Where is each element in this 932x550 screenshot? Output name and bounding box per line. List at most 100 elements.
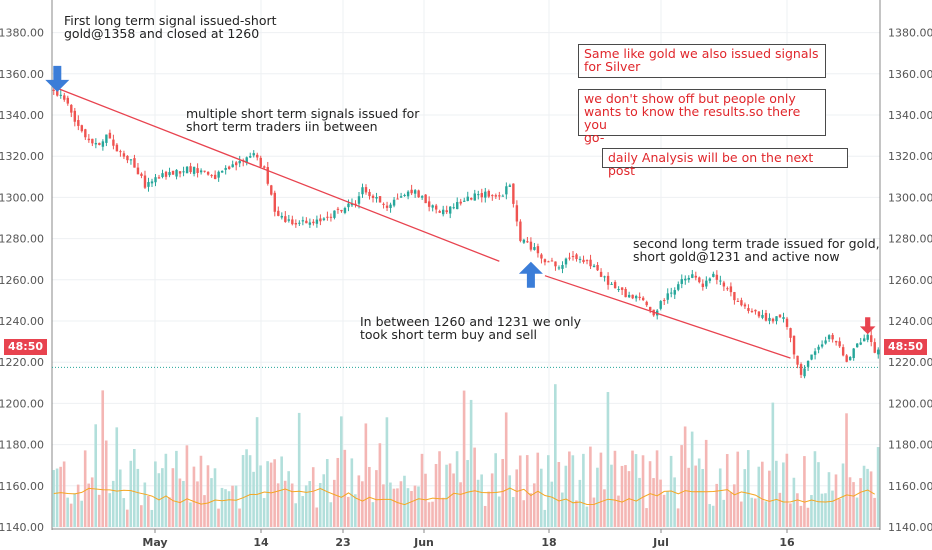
candle-body bbox=[803, 368, 806, 377]
candle-body bbox=[66, 97, 69, 104]
volume-bar bbox=[364, 423, 368, 527]
volume-bar bbox=[459, 482, 462, 527]
volume-bar bbox=[147, 496, 150, 527]
volume-bar bbox=[508, 475, 512, 527]
volume-bar bbox=[111, 480, 115, 527]
volume-bar bbox=[652, 478, 655, 527]
candle-body bbox=[354, 203, 357, 205]
volume-bar bbox=[469, 399, 473, 527]
candle-body bbox=[122, 153, 126, 157]
volume-bar bbox=[441, 497, 445, 527]
candle-body bbox=[77, 120, 80, 126]
candle-body bbox=[648, 306, 652, 311]
candle-body bbox=[382, 203, 385, 205]
volume-bar bbox=[171, 468, 175, 527]
candle-body bbox=[133, 158, 136, 168]
y-tick-right: 1140.00 bbox=[888, 521, 932, 534]
candle-body bbox=[810, 354, 813, 360]
candle-body bbox=[529, 241, 533, 250]
volume-bar bbox=[322, 474, 326, 527]
volume-bar bbox=[55, 468, 59, 527]
candle-body bbox=[719, 280, 722, 282]
volume-bar bbox=[673, 477, 676, 527]
volume-bar bbox=[259, 465, 262, 527]
candle-body bbox=[182, 171, 185, 173]
volume-bar bbox=[606, 392, 610, 527]
candle-body bbox=[634, 295, 638, 299]
candle-body bbox=[750, 310, 754, 312]
annotation-box-results: we don't show off but people only wants … bbox=[578, 89, 826, 144]
candle-body bbox=[715, 274, 719, 280]
volume-bar bbox=[52, 470, 55, 527]
candle-body bbox=[206, 171, 210, 175]
candle-body bbox=[736, 300, 740, 302]
candle-body bbox=[757, 311, 761, 317]
candle-body bbox=[705, 280, 708, 287]
candle-body bbox=[526, 241, 529, 243]
volume-bar bbox=[876, 447, 880, 527]
volume-bar bbox=[164, 453, 168, 527]
candle-body bbox=[308, 222, 312, 225]
volume-bar bbox=[834, 474, 838, 527]
candle-body bbox=[385, 205, 389, 208]
annotation-first-signal: First long term signal issued-short gold… bbox=[64, 13, 277, 41]
candle-body bbox=[70, 104, 73, 113]
annotation-between-range: In between 1260 and 1231 we only took sh… bbox=[360, 314, 581, 342]
volume-bar bbox=[522, 500, 526, 527]
volume-bar bbox=[536, 452, 540, 527]
candle-body bbox=[610, 283, 613, 285]
candle-body bbox=[582, 259, 585, 263]
candle-body bbox=[347, 203, 350, 208]
candle-body bbox=[164, 171, 168, 177]
candle-body bbox=[855, 343, 859, 348]
candle-body bbox=[249, 156, 252, 158]
volume-bar bbox=[245, 449, 248, 527]
arrow-shape bbox=[45, 65, 70, 92]
volume-bar bbox=[813, 451, 817, 527]
arrow-shape bbox=[859, 317, 876, 335]
x-tick-label: 18 bbox=[541, 536, 556, 549]
candle-body bbox=[136, 167, 140, 175]
candle-body bbox=[143, 175, 147, 188]
volume-bar bbox=[389, 482, 392, 527]
candle-body bbox=[185, 166, 189, 174]
annotation-second-signal: second long term trade issued for gold, … bbox=[633, 236, 880, 264]
volume-bar bbox=[848, 477, 852, 527]
y-tick-left: 1160.00 bbox=[0, 480, 44, 493]
volume-bar bbox=[546, 455, 550, 527]
y-tick-right: 1260.00 bbox=[888, 274, 932, 287]
candle-body bbox=[564, 258, 568, 265]
y-tick-left: 1340.00 bbox=[0, 109, 44, 122]
candle-body bbox=[84, 129, 87, 138]
candle-body bbox=[192, 166, 196, 174]
candle-body bbox=[263, 166, 266, 168]
candle-body bbox=[480, 193, 483, 198]
volume-bar bbox=[87, 483, 90, 527]
candle-body bbox=[406, 191, 410, 197]
annotation-box-daily-analysis: daily Analysis will be on the next post bbox=[602, 148, 848, 177]
candle-body bbox=[827, 335, 831, 340]
candle-body bbox=[91, 138, 94, 144]
volume-bar bbox=[252, 471, 255, 527]
volume-bar bbox=[529, 493, 533, 527]
candle-body bbox=[789, 328, 792, 338]
volume-bar bbox=[711, 505, 715, 527]
candle-body bbox=[168, 172, 171, 176]
candle-body bbox=[820, 344, 824, 347]
candle-body bbox=[571, 256, 575, 258]
volume-bar bbox=[189, 502, 192, 527]
candle-body bbox=[670, 292, 673, 294]
candle-body bbox=[427, 201, 431, 207]
candle-body bbox=[392, 199, 396, 206]
candle-body bbox=[410, 189, 413, 194]
candle-body bbox=[722, 282, 726, 287]
candle-body bbox=[399, 196, 403, 198]
candle-body bbox=[329, 216, 333, 218]
candle-body bbox=[870, 335, 873, 343]
candle-body bbox=[754, 309, 757, 312]
candle-body bbox=[231, 164, 234, 168]
volume-bar bbox=[410, 490, 413, 527]
candle-body bbox=[543, 259, 547, 263]
